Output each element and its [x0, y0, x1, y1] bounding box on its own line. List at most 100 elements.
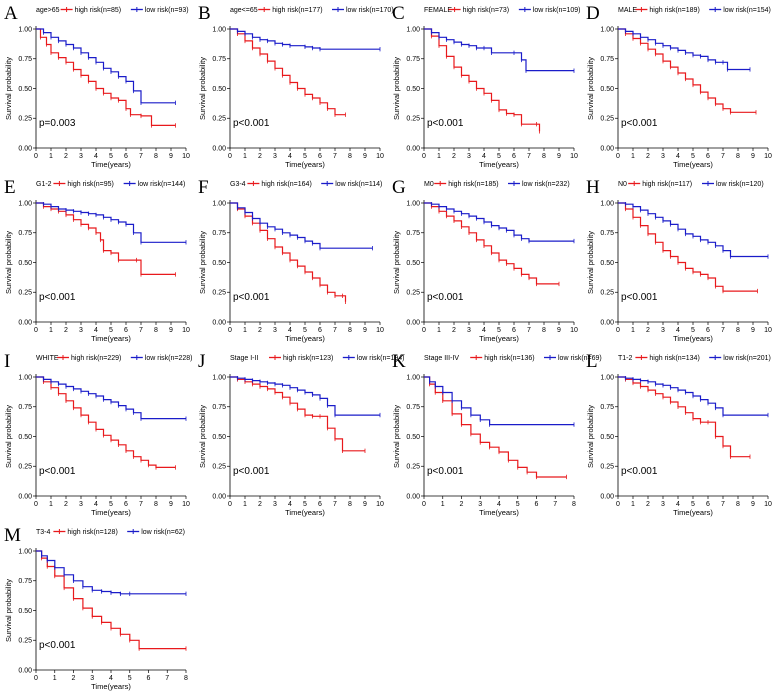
x-tick-label: 9 — [751, 501, 755, 508]
x-tick-label: 0 — [228, 153, 232, 160]
x-tick-label: 1 — [441, 501, 445, 508]
x-axis-title: Time(years) — [479, 334, 519, 343]
x-tick-label: 9 — [363, 153, 367, 160]
y-tick-label: 0.25 — [406, 464, 420, 471]
y-axis-title: Survival probability — [586, 57, 595, 120]
x-tick-label: 4 — [109, 675, 113, 682]
y-tick-label: 0.00 — [212, 493, 226, 500]
x-tick-label: 2 — [258, 327, 262, 334]
y-tick-label: 1.00 — [406, 200, 420, 207]
low-risk-curve — [424, 202, 574, 242]
x-tick-label: 8 — [154, 327, 158, 334]
x-tick-label: 9 — [169, 153, 173, 160]
y-axis-title: Survival probability — [4, 405, 13, 468]
y-tick-label: 0.75 — [406, 56, 420, 63]
y-tick-label: 0.50 — [18, 434, 32, 441]
x-tick-label: 6 — [124, 327, 128, 334]
x-tick-label: 6 — [318, 153, 322, 160]
x-tick-label: 6 — [706, 501, 710, 508]
x-tick-label: 5 — [516, 501, 520, 508]
legend-subgroup: Stage I-II — [230, 355, 258, 362]
y-tick-label: 1.00 — [406, 26, 420, 33]
x-tick-label: 6 — [147, 675, 151, 682]
km-panel-g: G M0 high risk(n=185) low risk(n=232) 0.00 0.… — [390, 176, 584, 350]
y-tick-label: 0.50 — [600, 260, 614, 267]
legend-subgroup: T3-4 — [36, 529, 51, 536]
legend-subgroup: Stage III-IV — [424, 355, 459, 362]
y-tick-label: 0.25 — [18, 464, 32, 471]
legend-high-label: high risk(n=95) — [67, 181, 114, 188]
x-tick-label: 1 — [437, 153, 441, 160]
y-tick-label: 0.50 — [212, 434, 226, 441]
km-panel-j: J Stage I-II high risk(n=123) low risk(n=19… — [196, 350, 404, 524]
km-panel-f: F G3-4 high risk(n=164) low risk(n=114) 0.00… — [196, 176, 390, 350]
x-axis-title: Time(years) — [91, 508, 131, 517]
x-tick-label: 9 — [557, 327, 561, 334]
x-tick-label: 4 — [94, 153, 98, 160]
y-tick-label: 1.00 — [212, 200, 226, 207]
x-tick-label: 8 — [736, 153, 740, 160]
x-tick-label: 4 — [94, 327, 98, 334]
low-risk-curve — [230, 202, 373, 249]
p-value: p<0.001 — [39, 466, 76, 477]
high-risk-curve — [618, 376, 750, 458]
x-tick-label: 5 — [691, 501, 695, 508]
x-tick-label: 1 — [243, 501, 247, 508]
x-tick-label: 6 — [535, 501, 539, 508]
panel-letter: A — [4, 3, 18, 24]
x-tick-label: 7 — [139, 153, 143, 160]
x-tick-label: 4 — [676, 501, 680, 508]
x-tick-label: 7 — [527, 153, 531, 160]
panel-letter: D — [586, 3, 600, 24]
km-panel-d: D MALE high risk(n=189) low risk(n=154) 0.00… — [584, 2, 778, 176]
x-tick-label: 1 — [631, 153, 635, 160]
x-tick-label: 0 — [616, 327, 620, 334]
y-tick-label: 0.00 — [18, 667, 32, 674]
legend-high-label: high risk(n=164) — [261, 181, 311, 188]
km-panel-i: I WHITE high risk(n=229) low risk(n=228) 0.0… — [2, 350, 196, 524]
high-risk-curve — [424, 28, 541, 132]
x-tick-label: 2 — [646, 153, 650, 160]
x-tick-label: 7 — [333, 327, 337, 334]
y-tick-label: 0.50 — [18, 260, 32, 267]
x-tick-label: 1 — [631, 501, 635, 508]
x-tick-label: 1 — [49, 153, 53, 160]
y-tick-label: 0.25 — [18, 638, 32, 645]
x-tick-label: 3 — [661, 501, 665, 508]
legend-subgroup: G3-4 — [230, 181, 246, 188]
y-axis-title: Survival probability — [198, 231, 207, 294]
x-axis-title: Time(years) — [285, 334, 325, 343]
km-panel-m: M T3-4 high risk(n=128) low risk(n=62) 0.00 0… — [2, 524, 196, 698]
legend-low-label: low risk(n=170) — [346, 7, 394, 14]
y-tick-label: 0.00 — [18, 145, 32, 152]
low-risk-curve — [36, 376, 186, 420]
low-risk-curve — [36, 550, 186, 595]
legend-low-label: low risk(n=201) — [723, 355, 771, 362]
x-tick-label: 6 — [512, 327, 516, 334]
x-tick-label: 5 — [691, 153, 695, 160]
p-value: p<0.001 — [39, 292, 76, 303]
x-axis-title: Time(years) — [91, 682, 131, 691]
y-tick-label: 0.75 — [18, 404, 32, 411]
x-tick-label: 10 — [376, 153, 384, 160]
x-tick-label: 10 — [182, 501, 190, 508]
high-risk-curve — [618, 28, 756, 113]
x-tick-label: 4 — [482, 327, 486, 334]
x-tick-label: 2 — [452, 327, 456, 334]
x-tick-label: 10 — [764, 153, 772, 160]
legend-low-label: low risk(n=144) — [138, 181, 186, 188]
y-tick-label: 0.00 — [18, 493, 32, 500]
y-tick-label: 0.00 — [406, 319, 420, 326]
x-tick-label: 1 — [243, 327, 247, 334]
x-tick-label: 0 — [34, 327, 38, 334]
y-tick-label: 1.00 — [600, 26, 614, 33]
x-tick-label: 2 — [646, 501, 650, 508]
x-tick-label: 7 — [333, 501, 337, 508]
x-tick-label: 2 — [64, 153, 68, 160]
x-tick-label: 8 — [348, 501, 352, 508]
km-chart-k: K Stage III-IV high risk(n=136) low risk(n=… — [392, 351, 602, 517]
y-tick-label: 0.25 — [600, 116, 614, 123]
legend-subgroup: age>65 — [36, 7, 60, 14]
